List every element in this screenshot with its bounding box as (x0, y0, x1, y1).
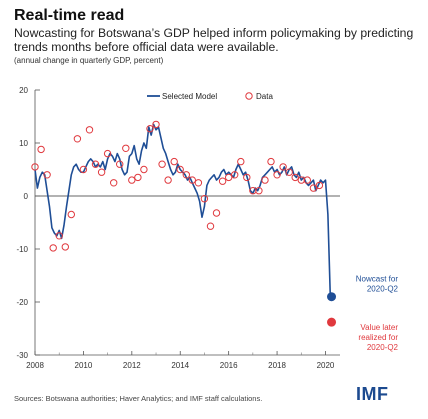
data-point (37, 145, 45, 154)
legend-circle-swatch (245, 92, 253, 100)
data-point (73, 135, 82, 143)
data-point (110, 179, 118, 187)
legend-label-data: Data (256, 92, 273, 101)
data-point (31, 163, 39, 171)
data-point (170, 157, 178, 166)
data-point (140, 165, 148, 174)
data-point (200, 195, 209, 203)
data-point (315, 181, 324, 190)
data-point (182, 171, 191, 179)
x-tick-label: 2010 (75, 361, 93, 370)
x-tick-label: 2020 (317, 361, 335, 370)
data-point (231, 171, 239, 179)
series-line-selected-model (34, 123, 332, 297)
data-point (116, 160, 124, 168)
data-point (91, 160, 100, 168)
data-point (103, 149, 112, 158)
annotation-line: realized for (358, 333, 398, 342)
annotation-line: 2020-Q2 (367, 343, 399, 352)
data-point (61, 243, 70, 251)
chart-subtitle: Nowcasting for Botswana’s GDP helped inf… (14, 26, 414, 54)
data-point (218, 177, 227, 185)
data-point (122, 144, 130, 153)
y-tick-label: 20 (19, 86, 28, 95)
data-point (279, 163, 287, 171)
legend-label-selected-model: Selected Model (162, 92, 217, 101)
data-point (206, 222, 215, 230)
data-point (285, 168, 293, 176)
data-point (303, 176, 311, 184)
data-point (237, 157, 245, 166)
y-tick-label: -20 (16, 298, 28, 307)
data-point (255, 187, 263, 195)
series-layer (31, 120, 336, 326)
chart-title: Real-time read (14, 7, 125, 24)
realized-value-label: Value later realized for 2020-Q2 (358, 323, 398, 352)
realized-value-marker (327, 317, 337, 327)
data-point (158, 160, 166, 168)
data-point (164, 176, 172, 184)
annotation-line: 2020-Q2 (367, 285, 399, 294)
annotation-line: Value later (360, 323, 398, 332)
x-tick-label: 2008 (26, 361, 44, 370)
data-point (67, 210, 76, 219)
nowcast-marker (327, 292, 337, 302)
y-tick-label: 0 (24, 192, 29, 201)
y-tick-label: 10 (19, 139, 28, 148)
annotation-line: Nowcast for (356, 275, 399, 284)
data-point (188, 176, 197, 184)
source-note: Sources: Botswana authorities; Haver Ana… (14, 394, 263, 403)
x-tick-label: 2018 (268, 361, 286, 370)
data-point (97, 168, 106, 176)
data-point (85, 126, 94, 134)
data-point (273, 171, 281, 179)
data-point (309, 184, 318, 192)
data-point (79, 165, 88, 174)
data-point (261, 176, 269, 184)
data-point (43, 171, 51, 179)
data-point (176, 165, 184, 174)
x-tick-label: 2014 (171, 361, 189, 370)
x-tick-label: 2012 (123, 361, 141, 370)
data-point (55, 232, 63, 240)
data-point (243, 173, 251, 182)
data-point (194, 179, 203, 187)
data-point (128, 176, 136, 184)
legend: Selected Model Data (147, 92, 273, 101)
data-point (291, 173, 299, 182)
data-point (49, 244, 57, 252)
data-point (152, 120, 160, 129)
data-point (146, 125, 154, 133)
data-point (267, 157, 275, 166)
data-point (134, 173, 142, 182)
y-tick-label: -10 (16, 245, 28, 254)
chart-unit-note: (annual change in quarterly GDP, percent… (14, 56, 164, 65)
x-tick-label: 2016 (220, 361, 238, 370)
imf-logo: IMF (356, 384, 389, 404)
data-point (225, 173, 233, 182)
nowcast-label: Nowcast for 2020-Q2 (356, 275, 399, 294)
y-tick-label: -30 (16, 351, 28, 360)
data-point (212, 209, 221, 217)
